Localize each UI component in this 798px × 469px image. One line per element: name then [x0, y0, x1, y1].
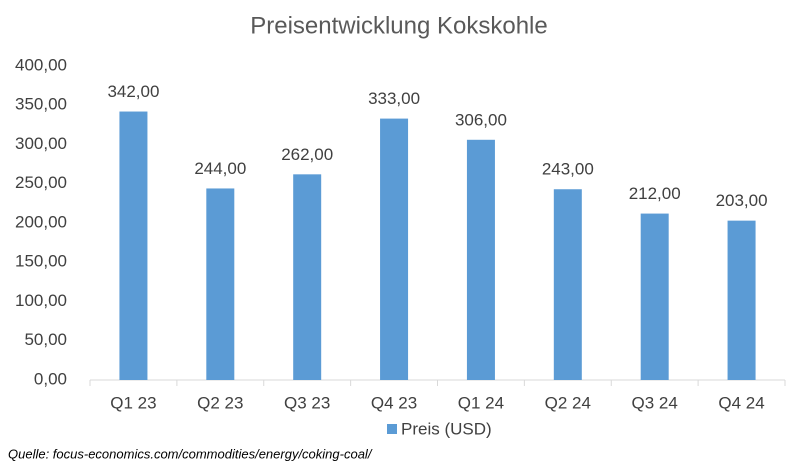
bar — [466, 139, 495, 380]
y-tick-label: 50,00 — [24, 330, 67, 349]
data-label: 306,00 — [455, 110, 507, 129]
x-tick-label: Q3 24 — [632, 393, 678, 412]
data-label: 203,00 — [716, 191, 768, 210]
y-tick-label: 200,00 — [15, 212, 67, 231]
x-tick-label: Q4 24 — [718, 393, 764, 412]
x-tick-label: Q1 24 — [458, 393, 504, 412]
bar — [380, 118, 409, 380]
data-label: 243,00 — [542, 160, 594, 179]
legend-label: Preis (USD) — [401, 419, 492, 438]
data-label: 342,00 — [107, 82, 159, 101]
bar — [119, 111, 148, 380]
x-tick-label: Q1 23 — [110, 393, 156, 412]
bar — [727, 220, 756, 380]
data-label: 333,00 — [368, 89, 420, 108]
y-tick-label: 350,00 — [15, 95, 67, 114]
y-tick-label: 250,00 — [15, 173, 67, 192]
y-tick-label: 150,00 — [15, 252, 67, 271]
source-note: Quelle: focus-economics.com/commodities/… — [8, 446, 373, 461]
x-tick-label: Q2 24 — [545, 393, 591, 412]
bar — [640, 213, 669, 380]
bar — [206, 188, 235, 380]
y-tick-label: 0,00 — [34, 369, 67, 388]
bar — [293, 174, 322, 380]
x-tick-label: Q2 23 — [197, 393, 243, 412]
y-tick-label: 300,00 — [15, 134, 67, 153]
data-label: 212,00 — [629, 184, 681, 203]
data-label: 244,00 — [194, 159, 246, 178]
legend-swatch — [387, 424, 397, 434]
bar — [553, 189, 582, 380]
x-tick-label: Q3 23 — [284, 393, 330, 412]
y-tick-label: 100,00 — [15, 291, 67, 310]
x-tick-label: Q4 23 — [371, 393, 417, 412]
chart-title: Preisentwicklung Kokskohle — [250, 12, 547, 39]
y-tick-label: 400,00 — [15, 55, 67, 74]
data-label: 262,00 — [281, 145, 333, 164]
